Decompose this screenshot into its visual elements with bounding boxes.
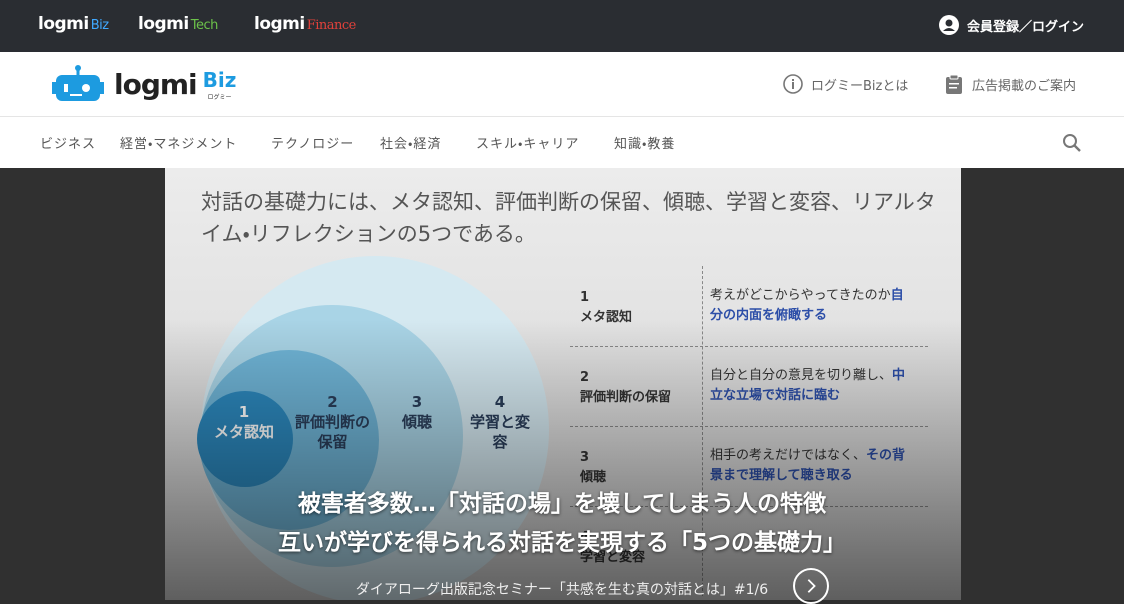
image-shade [165, 168, 961, 600]
site-suffix: Finance [306, 18, 357, 33]
info-icon [783, 74, 803, 94]
series-name: ダイアローグ出版記念セミナー「共感を生む真の対話とは」#1/6 [355, 582, 769, 598]
next-button[interactable] [793, 568, 829, 604]
login-text: 会員登録／ログイン [966, 19, 1084, 35]
site-name: logmi [38, 14, 89, 34]
category-nav: ビジネス 経営・マネジメント テクノロジー 社会・経済 スキル・キャリア 知識・… [0, 117, 1124, 169]
nav-item[interactable]: 知識・教養 [614, 137, 676, 152]
site-link[interactable]: logmi Finance [254, 14, 356, 34]
site-name: logmi [138, 14, 189, 34]
nav-item[interactable]: スキル・キャリア [476, 137, 580, 152]
logo-icon [52, 65, 104, 101]
logo-name: logmi [114, 67, 198, 101]
about-link[interactable]: ログミーBizとは [783, 74, 908, 94]
site-name: logmi [254, 14, 305, 34]
login-link[interactable]: 会員登録／ログイン [938, 15, 1084, 35]
nav-item[interactable]: 社会・経済 [380, 137, 442, 152]
site-suffix: Biz [90, 18, 109, 33]
nav-item[interactable]: テクノロジー [271, 137, 355, 152]
logo-suffix: Biz [202, 67, 237, 92]
slide-image: 対話の基礎力には、メタ認知、評価判断の保留、傾聴、学習と変容、リアルタイム・リフ… [165, 168, 961, 600]
logo[interactable]: logmi Biz ログミー [52, 64, 236, 104]
top-bar: logmi Biz logmi Tech logmi Finance 会員登録／ログイ… [0, 0, 1124, 52]
header: logmi Biz ログミー ログミーBizとは 広告掲載のご案内 [0, 52, 1124, 117]
article-title: 互いが学びを得られる対話を実現する「5つの基礎力」 [277, 530, 846, 556]
user-icon [938, 15, 959, 35]
site-link[interactable]: logmi Tech [138, 14, 218, 34]
logo-reading: ログミー [207, 93, 232, 101]
site-link[interactable]: logmi Biz [38, 14, 109, 34]
ad-link[interactable]: 広告掲載のご案内 [944, 74, 1076, 94]
clipboard-icon [946, 74, 962, 94]
link-text: 広告掲載のご案内 [972, 78, 1077, 94]
nav-item[interactable]: ビジネス [40, 137, 97, 152]
link-text: ログミーBizとは [811, 78, 909, 94]
nav-item[interactable]: 経営・マネジメント [120, 137, 238, 152]
search-icon[interactable] [1061, 132, 1083, 154]
article-title: 被害者多数…「対話の場」を壊してしまう人の特徴 [297, 491, 827, 517]
site-suffix: Tech [190, 18, 219, 33]
hero[interactable]: 対話の基礎力には、メタ認知、評価判断の保留、傾聴、学習と変容、リアルタイム・リフ… [0, 168, 1124, 604]
